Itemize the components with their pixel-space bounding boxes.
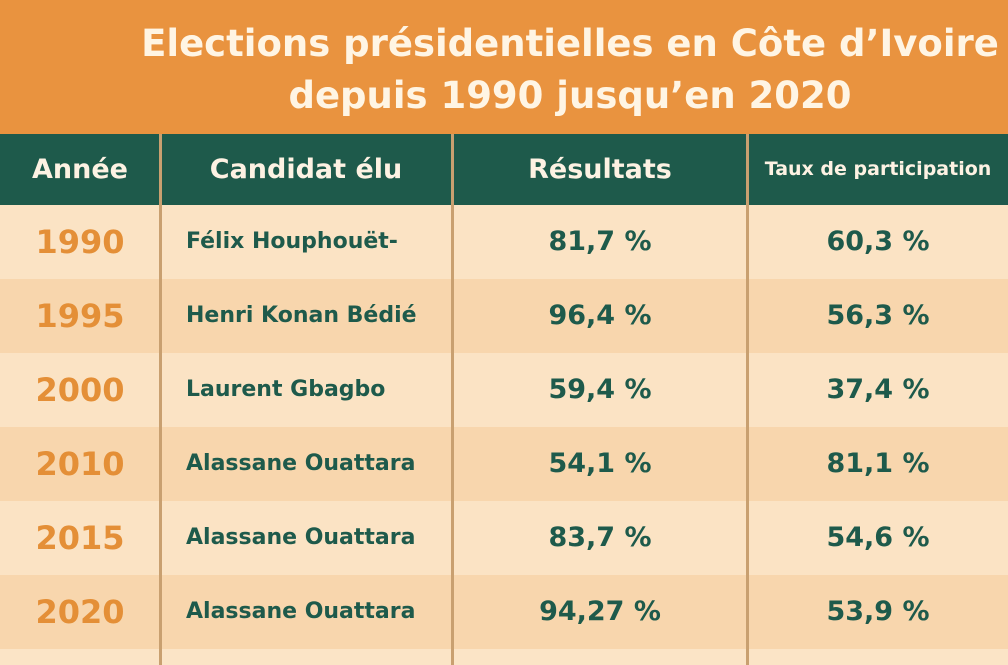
table-row: 1995 Henri Konan Bédié 96,4 % 56,3 % bbox=[0, 279, 1008, 353]
participation-cell: 54,6 % bbox=[826, 522, 930, 553]
year-cell: 2020 bbox=[35, 593, 125, 631]
title-line-2: depuis 1990 jusqu’en 2020 bbox=[288, 74, 852, 117]
header-year: Année bbox=[32, 154, 128, 185]
result-cell: 81,7 % bbox=[548, 226, 652, 257]
participation-cell: 81,1 % bbox=[826, 448, 930, 479]
candidate-cell: Laurent Gbagbo bbox=[186, 377, 386, 402]
candidate-cell: Félix Houphouët- bbox=[186, 229, 398, 254]
participation-cell: 53,9 % bbox=[826, 596, 930, 627]
header-candidate: Candidat élu bbox=[209, 154, 403, 185]
candidate-cell: Alassane Ouattara bbox=[186, 599, 416, 624]
result-cell: 96,4 % bbox=[548, 300, 652, 331]
candidate-cell: Alassane Ouattara bbox=[186, 451, 416, 476]
column-divider bbox=[451, 134, 454, 665]
header-participation: Taux de participation bbox=[764, 158, 992, 180]
column-divider bbox=[746, 134, 749, 665]
table-row: 2015 Alassane Ouattara 83,7 % 54,6 % bbox=[0, 501, 1008, 575]
participation-cell: 37,4 % bbox=[826, 374, 930, 405]
result-cell: 54,1 % bbox=[548, 448, 652, 479]
result-cell: 59,4 % bbox=[548, 374, 652, 405]
title-line-1: Elections présidentielles en Côte d’Ivoi… bbox=[141, 22, 999, 65]
participation-cell: 56,3 % bbox=[826, 300, 930, 331]
header-result: Résultats bbox=[528, 154, 672, 185]
year-cell: 2015 bbox=[35, 519, 125, 557]
title-band: Elections présidentielles en Côte d’Ivoi… bbox=[0, 0, 1008, 134]
participation-cell: 60,3 % bbox=[826, 226, 930, 257]
year-cell: 2000 bbox=[35, 371, 125, 409]
year-cell: 1995 bbox=[35, 297, 125, 335]
table-row: 2020 Alassane Ouattara 94,27 % 53,9 % bbox=[0, 575, 1008, 649]
table-row: 2010 Alassane Ouattara 54,1 % 81,1 % bbox=[0, 427, 1008, 501]
candidate-cell: Alassane Ouattara bbox=[186, 525, 416, 550]
table-row: 1990 Félix Houphouët- 81,7 % 60,3 % bbox=[0, 205, 1008, 279]
candidate-cell: Henri Konan Bédié bbox=[186, 303, 417, 328]
year-cell: 2010 bbox=[35, 445, 125, 483]
table-header: Année Candidat élu Résultats Taux de par… bbox=[0, 134, 1008, 205]
result-cell: 83,7 % bbox=[548, 522, 652, 553]
year-cell: 1990 bbox=[35, 223, 125, 261]
column-divider bbox=[159, 134, 162, 665]
result-cell: 94,27 % bbox=[539, 596, 661, 627]
table-row: 2000 Laurent Gbagbo 59,4 % 37,4 % bbox=[0, 353, 1008, 427]
